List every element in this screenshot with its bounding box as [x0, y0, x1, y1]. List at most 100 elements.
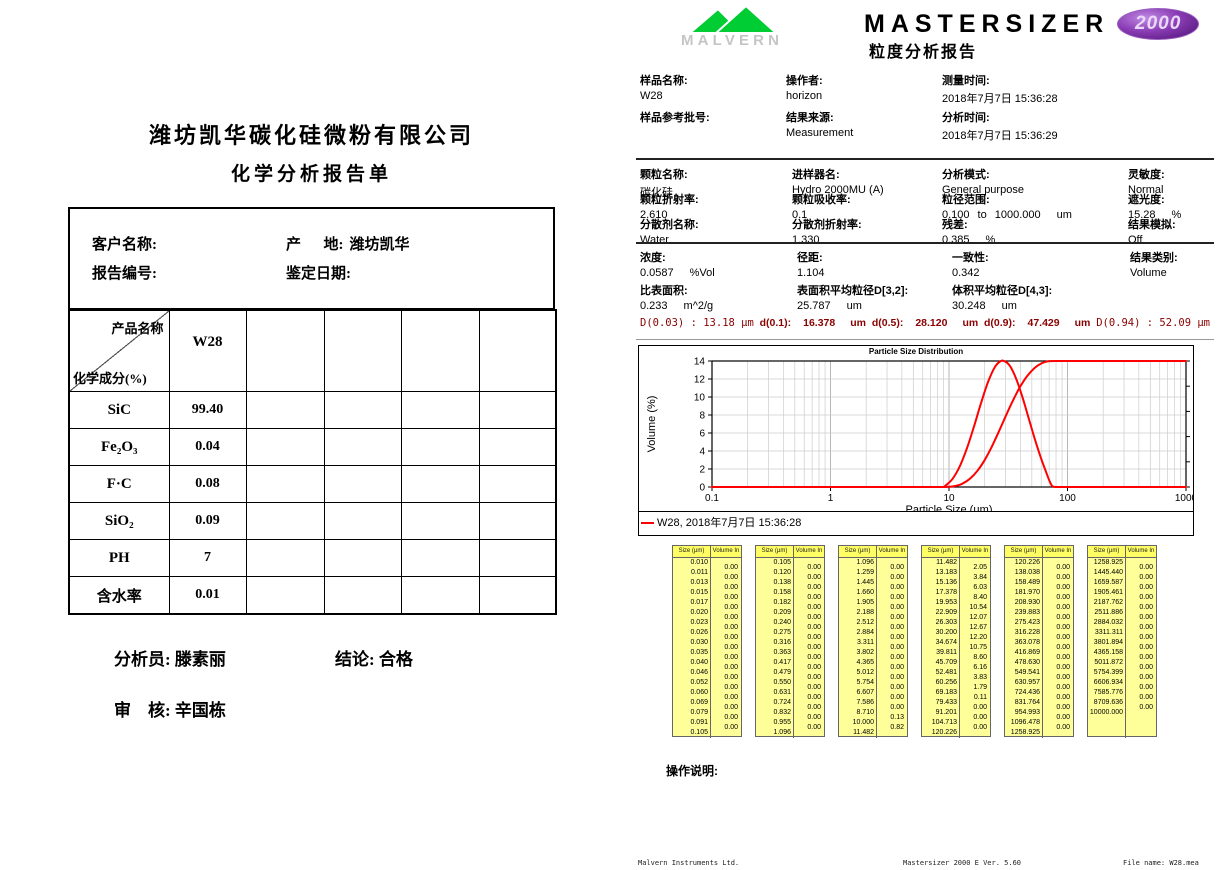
- analysis-time-field: 分析时间: 2018年7月7日 15:36:29: [942, 112, 1058, 142]
- svg-text:12: 12: [694, 375, 706, 386]
- footer-company: Malvern Instruments Ltd. Malvern, UK Tel…: [638, 859, 740, 867]
- d003-value: D(0.03) : 13.18 μm: [640, 317, 754, 329]
- chem-table-body: SiC 99.40 Fe₂O₃ 0.04 F·C 0.08 SiO₂ 0.09 PH 7 含水率 0.…: [68, 391, 557, 615]
- operator-field: 操作者: horizon: [786, 75, 823, 102]
- svg-text:8: 8: [699, 411, 705, 422]
- table-header-row: 产品名称 化学成分(%) W28: [68, 309, 557, 392]
- uniformity-field: 一致性: 0.342: [952, 252, 989, 279]
- chem-row: F·C 0.08: [68, 465, 557, 503]
- result-source-field: 结果来源: Measurement: [786, 112, 854, 139]
- result-emulation-field: 结果模拟: Off: [1128, 219, 1176, 246]
- svg-text:10: 10: [943, 493, 955, 504]
- size-table-4: Size (µm)Volume In %11.48213.18315.13617…: [921, 545, 991, 738]
- sample-name-field: 样品名称: W28: [640, 75, 688, 102]
- dispersant-name-field: 分散剂名称: Water: [640, 219, 699, 246]
- chem-row: 含水率 0.01: [68, 576, 557, 615]
- results-section: 浓度: 0.0587 %Vol 径距: 1.104 一致性: 0.342 结果类别: Vo…: [640, 249, 1218, 315]
- particle-name-field: 颗粒名称: 碳化硅: [640, 169, 688, 199]
- svg-text:14: 14: [694, 357, 706, 368]
- operation-notes-label: 操作说明:: [666, 764, 718, 778]
- divider: [636, 242, 1214, 244]
- d09-value: d(0.9): 47.429 um: [984, 317, 1091, 329]
- report-info-box: 客户名称: 产 地: 潍坊凯华 报告编号: 鉴定日期:: [68, 207, 555, 310]
- svg-text:6: 6: [699, 429, 705, 440]
- span-field: 径距: 1.104: [797, 252, 825, 279]
- chart-svg: 024681012140204060801000.11101001000Volu…: [646, 357, 1210, 517]
- size-table-1: Size (µm)Volume In %0.0100.0110.0130.015…: [672, 545, 742, 738]
- svg-text:MALVERN: MALVERN: [681, 32, 781, 46]
- measure-time-field: 测量时间: 2018年7月7日 15:36:28: [942, 75, 1058, 105]
- origin-value: 潍坊凯华: [349, 237, 410, 253]
- legend-label: W28, 2018年7月7日 15:36:28: [657, 517, 802, 529]
- data-tables: Size (µm)Volume In %0.0100.0110.0130.015…: [672, 545, 1192, 740]
- sensitivity-field: 灵敏度: Normal: [1128, 169, 1165, 196]
- brand-block: MASTERSIZER 2000: [864, 8, 1200, 40]
- svg-text:100: 100: [1059, 493, 1076, 504]
- report-no-label: 报告编号:: [92, 266, 157, 282]
- d094-value: D(0.94) : 52.09 μm: [1096, 317, 1210, 329]
- malvern-logo-icon: MALVERN: [680, 4, 785, 49]
- particle-info-section: 颗粒名称: 碳化硅 进样器名: Hydro 2000MU (A) 分析模式: Gene…: [640, 166, 1216, 246]
- report-title-cn: 粒度分析报告: [869, 44, 978, 61]
- mastersizer-2000-badge-icon: 2000: [1117, 8, 1200, 40]
- svg-text:0: 0: [699, 483, 705, 494]
- divider: [636, 339, 1214, 340]
- particle-ri-field: 颗粒折射率: 2.610: [640, 194, 699, 221]
- concentration-field: 浓度: 0.0587 %Vol: [640, 252, 715, 279]
- svg-text:4: 4: [699, 447, 705, 458]
- report-title: 化学分析报告单: [230, 164, 392, 185]
- conclusion-value: 合格: [378, 650, 413, 669]
- obscuration-field: 遮光度: 15.28%: [1128, 194, 1182, 221]
- corner-bottom-label: 化学成分(%): [73, 371, 147, 386]
- corner-top-label: 产品名称: [111, 321, 164, 336]
- size-table-5: Size (µm)Volume In %120.226138.038158.48…: [1004, 545, 1074, 738]
- size-range-field: 粒径范围: 0.100 to 1000.000 um: [942, 194, 1072, 221]
- absorption-field: 颗粒吸收率: 0.1: [792, 194, 851, 221]
- chemical-analysis-report: 潍坊凯华碳化硅微粉有限公司 化学分析报告单 客户名称: 产 地: 潍坊凯华 报告编…: [68, 0, 557, 870]
- size-table-6: Size (µm)Volume In %1258.9251445.4401659…: [1087, 545, 1157, 738]
- chem-row: SiO₂ 0.09: [68, 502, 557, 540]
- footer-version: Mastersizer 2000 E Ver. 5.60 Serial Numb…: [903, 859, 1022, 867]
- chart-title: Particle Size Distribution: [868, 347, 964, 356]
- footer-file: File name: W28.mea Record Number: 19 201…: [1123, 859, 1199, 867]
- accessory-field: 进样器名: Hydro 2000MU (A): [792, 169, 884, 196]
- d32-field: 表面积平均粒径D[3,2]: 25.787 um: [797, 285, 909, 312]
- divider: [636, 158, 1214, 160]
- size-table-3: Size (µm)Volume In %1.0961.2591.4451.660…: [838, 545, 908, 738]
- svg-text:Volume (%): Volume (%): [646, 396, 658, 453]
- conclusion: 结论: 合格: [335, 650, 413, 669]
- table-corner-cell: 产品名称 化学成分(%): [68, 309, 170, 392]
- mastersizer-wordmark: MASTERSIZER: [864, 9, 1110, 38]
- chem-row: Fe₂O₃ 0.04: [68, 428, 557, 466]
- origin-field: 产 地: 潍坊凯华: [286, 237, 410, 253]
- particle-size-report: MALVERN MASTERSIZER 2000 粒度分析报告 样品名称: W28…: [636, 0, 1216, 870]
- particle-size-chart: Particle Size Distribution 0246810121402…: [638, 345, 1210, 536]
- chem-row: SiC 99.40: [68, 391, 557, 429]
- legend-line-icon: [641, 522, 654, 525]
- reviewer-name: 辛国栋: [174, 701, 226, 720]
- svg-text:2: 2: [699, 465, 705, 476]
- analyst-name: 滕素丽: [174, 650, 226, 669]
- svg-text:1: 1: [828, 493, 834, 504]
- percentile-diameters-row: D(0.03) : 13.18 μm d(0.1): 16.378 um d(0.5…: [640, 317, 1210, 329]
- chem-row: PH 7: [68, 539, 557, 577]
- svg-text:0.1: 0.1: [705, 493, 719, 504]
- sample-ref-field: 样品参考批号:: [640, 112, 710, 124]
- customer-label: 客户名称:: [92, 237, 157, 253]
- chart-legend: W28, 2018年7月7日 15:36:28: [639, 511, 1193, 535]
- residual-field: 残差: 0.385%: [942, 219, 996, 246]
- sample-info-section: 样品名称: W28 操作者: horizon 测量时间: 2018年7月7日 15:3…: [640, 72, 1218, 146]
- analyst-signature: 分析员: 滕素丽: [114, 650, 226, 669]
- date-label: 鉴定日期:: [286, 266, 351, 282]
- product-name-cell: W28: [168, 309, 247, 392]
- result-type-field: 结果类别: Volume: [1130, 252, 1178, 279]
- company-name: 潍坊凯华碳化硅微粉有限公司: [148, 123, 474, 148]
- analysis-model-field: 分析模式: General purpose: [942, 169, 1024, 196]
- svg-text:1000: 1000: [1175, 493, 1193, 504]
- specific-surface-field: 比表面积: 0.233 m^2/g: [640, 285, 714, 312]
- d05-value: d(0.5): 28.120 um: [871, 317, 979, 329]
- reviewer-signature: 审 核: 辛国栋: [114, 701, 226, 720]
- d43-field: 体积平均粒径D[4,3]: 30.248 um: [952, 285, 1053, 312]
- size-table-2: Size (µm)Volume In %0.1050.1200.1380.158…: [755, 545, 825, 738]
